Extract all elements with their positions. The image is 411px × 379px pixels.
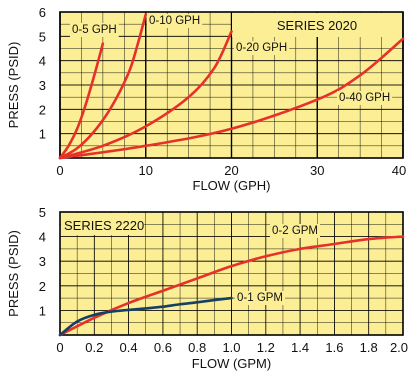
series-line-0-10-gph — [58, 13, 148, 160]
x-tick-label: 0.8 — [188, 340, 206, 355]
y-tick-label: 5 — [39, 29, 46, 44]
series-label-bg — [147, 14, 203, 28]
x-tick-label: 2.0 — [390, 340, 408, 355]
x-tick-label: 0 — [56, 163, 63, 178]
series-label: 0-5 GPH — [72, 24, 117, 36]
y-tick-label: 5 — [39, 205, 46, 220]
chart-series-2220: SERIES 2220 0-2 GPM 0-1 GPM 0 0.2 0.4 0.6 0.8 1.… — [6, 205, 408, 371]
x-tick-label: 10 — [139, 163, 153, 178]
x-tick-label: 1.2 — [257, 340, 275, 355]
x-tick-label: 1.8 — [360, 340, 378, 355]
y-tick-label: 4 — [39, 54, 46, 69]
y-tick-label: 1 — [39, 303, 46, 318]
x-tick-label: 0 — [56, 340, 63, 355]
series-label: 0-10 GPH — [149, 15, 200, 27]
y-axis-label: PRESS (PSID) — [6, 230, 21, 317]
x-tick-label: 40 — [392, 163, 406, 178]
series-label: 0-2 GPM — [272, 225, 318, 237]
chart-series-2020: SERIES 2020 0-5 GPH 0-10 GPH 0-20 GPH 0-40 G… — [6, 5, 406, 193]
chart-title: SERIES 2020 — [277, 18, 357, 33]
chart-title-box — [232, 13, 402, 37]
series-line-0-1-gpm — [58, 296, 233, 337]
x-axis-label: FLOW (GPH) — [193, 178, 271, 193]
plot-frame — [59, 11, 404, 159]
series-line-0-40-gph — [58, 37, 405, 160]
series-label-bg — [270, 224, 321, 238]
x-tick-label: 1.4 — [291, 340, 309, 355]
series-label: 0-1 GPM — [237, 292, 283, 304]
chart-title: SERIES 2220 — [64, 218, 144, 233]
y-tick-label: 2 — [39, 102, 46, 117]
x-tick-label: 0.4 — [120, 340, 138, 355]
x-tick-label: 20 — [224, 163, 238, 178]
series-label-bg — [337, 91, 393, 105]
y-tick-label: 2 — [39, 279, 46, 294]
series-label: 0-40 GPH — [339, 92, 390, 104]
chart-title-box — [61, 213, 144, 235]
x-tick-label: 0.2 — [85, 340, 103, 355]
x-tick-label: 0.6 — [154, 340, 172, 355]
y-tick-label: 3 — [39, 254, 46, 269]
series-label-bg — [235, 291, 286, 305]
x-tick-label: 1.6 — [325, 340, 343, 355]
x-axis-label: FLOW (GPM) — [192, 356, 271, 371]
y-axis-label: PRESS (PSID) — [6, 42, 21, 129]
series-line-0-2-gpm — [58, 235, 405, 337]
series-label-bg — [70, 23, 119, 37]
y-tick-label: 1 — [39, 127, 46, 142]
y-tick-label: 3 — [39, 78, 46, 93]
series-line-0-5-gph — [58, 42, 105, 160]
series-label: 0-20 GPH — [236, 42, 287, 54]
y-tick-label: 6 — [39, 5, 46, 20]
series-line-0-20-gph — [58, 30, 233, 160]
y-tick-label: 4 — [39, 230, 46, 245]
series-label-bg — [234, 41, 290, 55]
x-tick-label: 30 — [310, 163, 324, 178]
plot-frame — [59, 211, 404, 336]
x-tick-label: 1.0 — [222, 340, 240, 355]
